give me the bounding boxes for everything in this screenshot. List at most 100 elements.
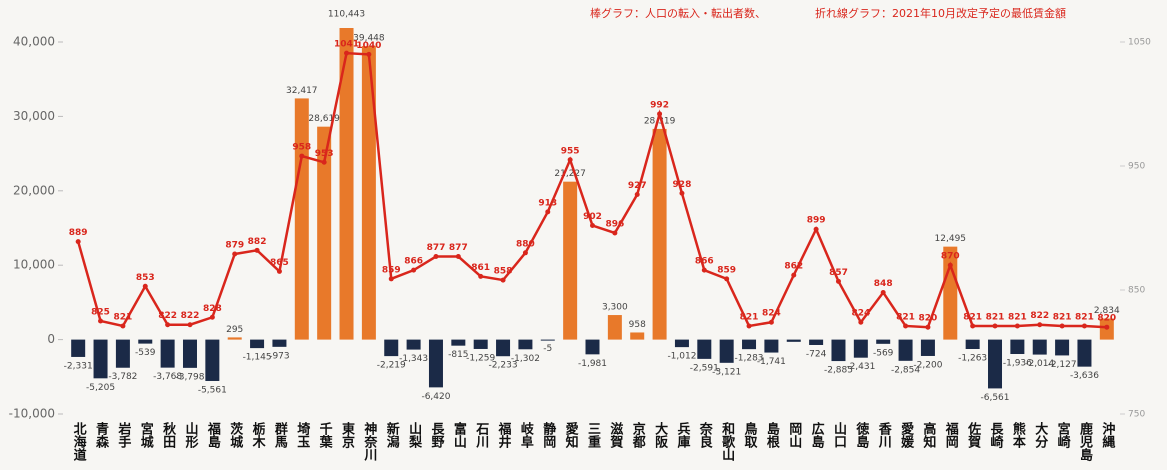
bar bbox=[563, 181, 578, 340]
line-point bbox=[634, 192, 640, 198]
bar-label: -3,636 bbox=[1070, 371, 1099, 381]
y2-tick-label: 1050 bbox=[1128, 38, 1151, 48]
bar-label: 958 bbox=[629, 320, 646, 330]
line-label: 1040 bbox=[356, 41, 381, 51]
x-tick-label: 愛媛 bbox=[898, 421, 915, 449]
x-tick-label: 岩手 bbox=[115, 421, 132, 449]
line-point bbox=[813, 226, 819, 232]
bar bbox=[607, 315, 622, 340]
bar-label: -1,302 bbox=[511, 354, 540, 364]
x-tick-label: 富山 bbox=[451, 421, 467, 449]
bar-label: -2,219 bbox=[377, 361, 406, 371]
line-label: 865 bbox=[270, 258, 289, 268]
line-point bbox=[724, 276, 730, 282]
line-point bbox=[388, 276, 394, 282]
x-tick-label: 神奈川 bbox=[361, 421, 378, 461]
y-tick-label: 0 bbox=[47, 332, 55, 346]
line-point bbox=[209, 314, 215, 320]
line-label: 821 bbox=[740, 312, 759, 322]
line-point bbox=[679, 190, 685, 196]
bar-label: -1,263 bbox=[958, 353, 987, 363]
bar bbox=[1032, 339, 1047, 355]
bar bbox=[719, 339, 734, 363]
line-label: 821 bbox=[1053, 312, 1072, 322]
line-label: 1041 bbox=[334, 40, 359, 50]
line-label: 857 bbox=[829, 268, 848, 278]
line-label: 866 bbox=[404, 257, 423, 267]
bar bbox=[988, 339, 1003, 389]
bar bbox=[674, 339, 689, 348]
x-tick-label: 山形 bbox=[182, 421, 198, 449]
x-tick-label: 茨城 bbox=[227, 421, 243, 449]
line-label: 848 bbox=[874, 279, 893, 289]
bar-label: -1,343 bbox=[399, 354, 428, 364]
line-point bbox=[903, 323, 909, 329]
line-point bbox=[254, 247, 260, 253]
bar bbox=[138, 339, 153, 344]
x-tick-label: 三重 bbox=[585, 422, 601, 449]
bar bbox=[965, 339, 980, 349]
x-tick-label: 香川 bbox=[876, 421, 893, 448]
bar-label: -1,012 bbox=[667, 352, 696, 362]
bar-label: -2,014 bbox=[1025, 359, 1054, 369]
line-point bbox=[657, 111, 663, 117]
line-point bbox=[522, 250, 528, 256]
bar bbox=[361, 46, 376, 340]
x-tick-label: 新潟 bbox=[384, 421, 400, 449]
bar bbox=[809, 339, 824, 345]
bar-label: -815 bbox=[448, 350, 468, 360]
line-label: 824 bbox=[851, 309, 870, 319]
x-tick-label: 滋賀 bbox=[607, 421, 624, 449]
bar-label: -1,741 bbox=[757, 357, 786, 367]
x-tick-label: 高知 bbox=[920, 421, 936, 449]
bar-label: -2,200 bbox=[913, 360, 942, 370]
x-tick-label: 京都 bbox=[630, 421, 647, 449]
y2-tick-label: 750 bbox=[1128, 410, 1145, 420]
x-tick-label: 長野 bbox=[428, 422, 444, 449]
x-tick-label: 和歌山 bbox=[719, 421, 735, 462]
x-tick-label: 埼玉 bbox=[294, 421, 310, 448]
x-tick-label: 群馬 bbox=[272, 421, 288, 449]
x-tick-label: 岡山 bbox=[786, 422, 802, 449]
line-point bbox=[970, 323, 976, 329]
bar-label: 295 bbox=[226, 325, 243, 335]
x-tick-label: 兵庫 bbox=[674, 421, 690, 449]
line-label: 862 bbox=[784, 262, 803, 272]
bar-label: -2,885 bbox=[824, 366, 853, 376]
bar bbox=[1055, 339, 1070, 356]
bar-label: -724 bbox=[806, 349, 827, 359]
bar-label: -3,768 bbox=[153, 372, 182, 382]
bar-label: 3,300 bbox=[602, 303, 628, 313]
line-label: 821 bbox=[1008, 312, 1027, 322]
line-label: 821 bbox=[114, 312, 133, 322]
line-label: 955 bbox=[561, 146, 580, 156]
line-point bbox=[835, 278, 841, 284]
bar-label: 110,443 bbox=[328, 10, 365, 20]
line-label: 870 bbox=[941, 252, 960, 262]
line-label: 824 bbox=[762, 309, 781, 319]
bar bbox=[920, 339, 935, 356]
line-label: 825 bbox=[91, 308, 110, 318]
x-tick-label: 栃木 bbox=[250, 421, 267, 449]
bar bbox=[182, 339, 197, 368]
line-point bbox=[701, 267, 707, 273]
x-tick-label: 北海道 bbox=[71, 422, 87, 462]
bar bbox=[876, 339, 891, 344]
x-tick-label: 佐賀 bbox=[965, 421, 982, 449]
line-label: 899 bbox=[807, 216, 826, 226]
line-label: 820 bbox=[1097, 314, 1116, 324]
bar-label: -6,561 bbox=[981, 393, 1010, 403]
bar-label: -2,331 bbox=[64, 361, 93, 371]
x-tick-label: 岐阜 bbox=[518, 421, 534, 449]
bar bbox=[406, 339, 421, 350]
line-point bbox=[1081, 323, 1087, 329]
bar bbox=[317, 126, 332, 340]
x-tick-label: 島根 bbox=[764, 421, 780, 449]
bar-label: -5,561 bbox=[198, 385, 227, 395]
line-point bbox=[142, 283, 148, 289]
line-point bbox=[321, 159, 327, 165]
bar bbox=[272, 339, 287, 347]
line-label: 928 bbox=[673, 180, 692, 190]
bar-label: 32,417 bbox=[286, 86, 318, 96]
